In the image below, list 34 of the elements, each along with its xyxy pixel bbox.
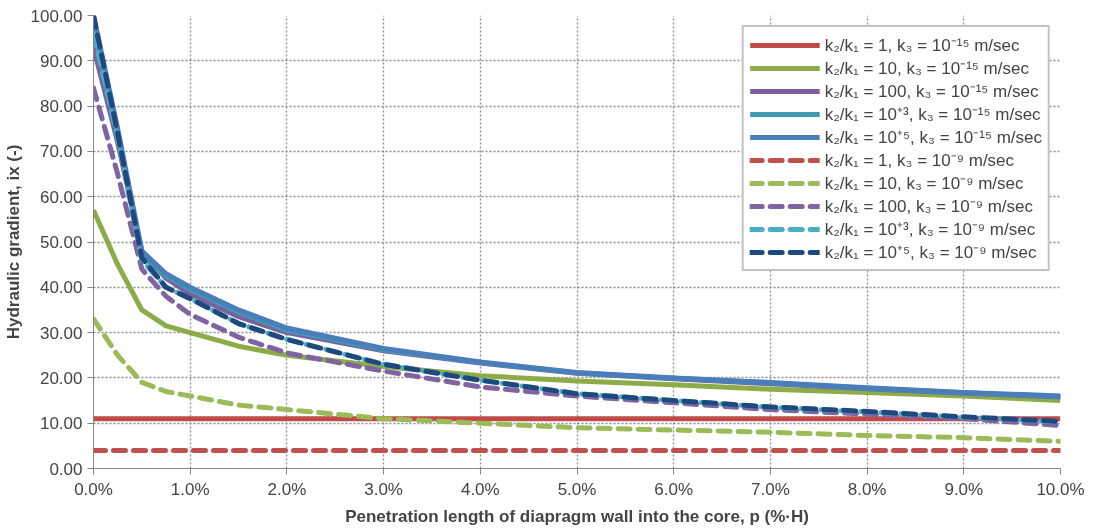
x-tick-label: 4.0%	[460, 479, 500, 499]
y-tick-label: 20.00	[39, 368, 83, 388]
y-tick-label: 100.00	[30, 6, 83, 26]
x-axis-title: Penetration length of diapragm wall into the core, p (%·H)	[345, 506, 809, 526]
x-tick-label: 7.0%	[751, 479, 790, 499]
y-tick-label: 80.00	[39, 97, 83, 117]
x-tick-label: 6.0%	[654, 479, 694, 499]
legend-label: k₂/k₁ = 10⁺³, k₃ = 10⁻¹⁵ m/sec	[824, 104, 1041, 125]
x-tick-label: 1.0%	[170, 479, 210, 499]
x-tick-label: 3.0%	[364, 479, 403, 499]
legend-label: k₂/k₁ = 10⁺⁵, k₃ = 10⁻⁹ m/sec	[824, 242, 1037, 263]
legend-label: k₂/k₁ = 10⁺⁵, k₃ = 10⁻¹⁵ m/sec	[824, 127, 1042, 148]
legend-label: k₂/k₁ = 100, k₃ = 10⁻¹⁵ m/sec	[824, 81, 1039, 102]
legend-label: k₂/k₁ = 1, k₃ = 10⁻¹⁵ m/sec	[824, 35, 1020, 56]
legend-label: k₂/k₁ = 10, k₃ = 10⁻⁹ m/sec	[824, 173, 1024, 194]
x-tick-label: 2.0%	[267, 479, 307, 499]
legend-label: k₂/k₁ = 100, k₃ = 10⁻⁹ m/sec	[824, 196, 1033, 217]
y-tick-label: 70.00	[39, 142, 83, 162]
legend-label: k₂/k₁ = 10, k₃ = 10⁻¹⁵ m/sec	[824, 58, 1029, 79]
x-tick-label: 0.0%	[74, 479, 113, 499]
y-tick-label: 60.00	[39, 187, 83, 207]
legend-label: k₂/k₁ = 10⁺³, k₃ = 10⁻⁹ m/sec	[824, 219, 1036, 240]
y-tick-label: 40.00	[39, 278, 83, 298]
y-tick-label: 30.00	[39, 323, 83, 343]
y-tick-label: 90.00	[39, 51, 83, 71]
y-axis-title: Hydraulic gradient, ix (-)	[3, 144, 23, 340]
x-tick-label: 5.0%	[557, 479, 597, 499]
x-tick-label: 8.0%	[847, 479, 887, 499]
y-tick-label: 10.00	[39, 414, 83, 434]
x-tick-label: 9.0%	[944, 479, 984, 499]
x-tick-label: 10.0%	[1036, 479, 1085, 499]
legend-label: k₂/k₁ = 1, k₃ = 10⁻⁹ m/sec	[824, 150, 1015, 171]
y-tick-label: 0.00	[49, 459, 83, 479]
y-tick-label: 50.00	[39, 233, 83, 252]
